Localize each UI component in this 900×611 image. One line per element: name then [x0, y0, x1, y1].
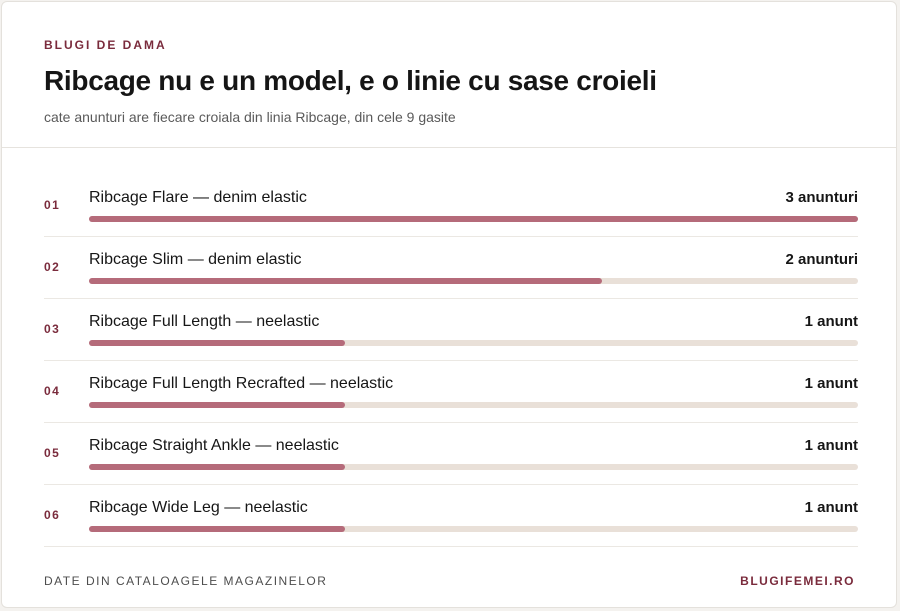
- bar-rank: 05: [44, 446, 61, 460]
- source-note: DATE DIN CATALOAGELE MAGAZINELOR: [44, 574, 328, 588]
- bar-row: 02 Ribcage Slim — denim elastic 2 anunturi: [44, 237, 858, 299]
- bar-value-label: 1 anunt: [804, 499, 858, 516]
- bar-value-label: 1 anunt: [804, 313, 858, 330]
- bar-category-label: Ribcage Slim — denim elastic: [89, 251, 302, 268]
- chart-header: BLUGI DE DAMA Ribcage nu e un model, e o…: [2, 2, 896, 148]
- bar-rank: 06: [44, 508, 61, 522]
- bar-row: 04 Ribcage Full Length Recrafted — neelas…: [44, 361, 858, 423]
- brand-name: BLUGIFEMEI.RO: [740, 574, 855, 588]
- bar-list: 01 Ribcage Flare — denim elastic 3 anuntur…: [44, 175, 858, 547]
- bar-fill: [89, 464, 346, 470]
- kicker-label: BLUGI DE DAMA: [44, 38, 167, 52]
- bar-fill: [89, 340, 346, 346]
- bar-row: 05 Ribcage Straight Ankle — neelastic 1 an…: [44, 423, 858, 485]
- bar-row: 06 Ribcage Wide Leg — neelastic 1 anunt: [44, 485, 858, 547]
- bar-value-label: 2 anunturi: [785, 251, 858, 268]
- bar-rank: 02: [44, 260, 61, 274]
- bar-fill: [89, 526, 346, 532]
- chart-subtitle: cate anunturi are fiecare croiala din li…: [44, 109, 456, 125]
- bar-category-label: Ribcage Wide Leg — neelastic: [89, 499, 308, 516]
- bar-rank: 01: [44, 198, 61, 212]
- chart-title: Ribcage nu e un model, e o linie cu sase…: [44, 65, 657, 96]
- bar-rank: 04: [44, 384, 61, 398]
- bar-fill: [89, 216, 858, 222]
- bar-fill: [89, 402, 346, 408]
- bar-track: [89, 216, 858, 222]
- bar-category-label: Ribcage Full Length Recrafted — neelasti…: [89, 375, 394, 392]
- bar-category-label: Ribcage Straight Ankle — neelastic: [89, 437, 339, 454]
- bar-track: [89, 526, 858, 532]
- bar-row: 01 Ribcage Flare — denim elastic 3 anuntur…: [44, 175, 858, 237]
- bar-track: [89, 464, 858, 470]
- bar-category-label: Ribcage Flare — denim elastic: [89, 189, 307, 206]
- bar-fill: [89, 278, 602, 284]
- bar-value-label: 1 anunt: [804, 437, 858, 454]
- bar-track: [89, 340, 858, 346]
- bar-row: 03 Ribcage Full Length — neelastic 1 anunt: [44, 299, 858, 361]
- bar-category-label: Ribcage Full Length — neelastic: [89, 313, 320, 330]
- bar-track: [89, 402, 858, 408]
- bar-rank: 03: [44, 322, 61, 336]
- bar-value-label: 1 anunt: [804, 375, 858, 392]
- bar-value-label: 3 anunturi: [785, 189, 858, 206]
- bar-track: [89, 278, 858, 284]
